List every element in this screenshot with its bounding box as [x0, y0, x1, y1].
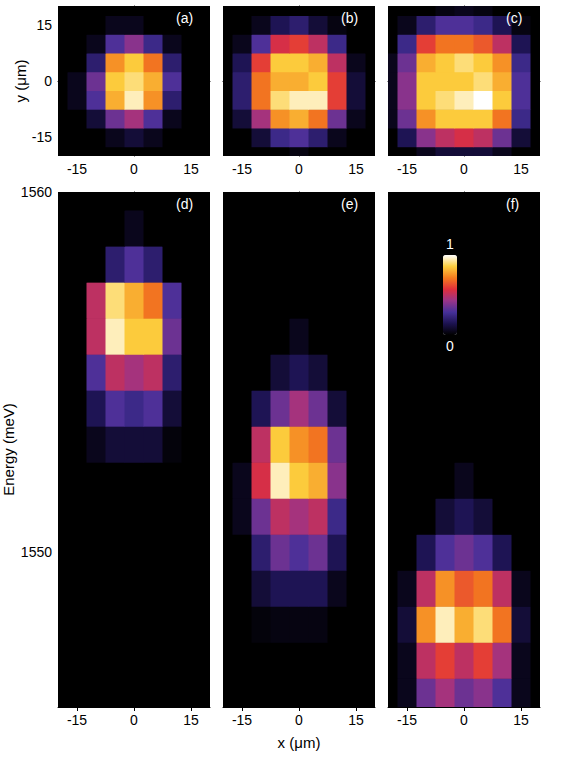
svg-text:15: 15 — [183, 712, 199, 728]
svg-text:1550: 1550 — [21, 544, 52, 560]
svg-text:-15: -15 — [232, 161, 252, 177]
svg-text:(a): (a) — [176, 10, 193, 26]
svg-text:0: 0 — [295, 161, 303, 177]
svg-text:0: 0 — [460, 712, 468, 728]
svg-text:0: 0 — [460, 161, 468, 177]
svg-text:Energy (meV): Energy (meV) — [0, 403, 17, 496]
svg-text:0: 0 — [130, 712, 138, 728]
svg-text:-15: -15 — [67, 161, 87, 177]
svg-text:15: 15 — [183, 161, 199, 177]
svg-text:15: 15 — [36, 17, 52, 33]
svg-text:0: 0 — [446, 338, 454, 354]
svg-text:1560: 1560 — [21, 184, 52, 200]
svg-text:-15: -15 — [232, 712, 252, 728]
svg-text:15: 15 — [348, 161, 364, 177]
svg-text:-15: -15 — [397, 161, 417, 177]
svg-text:15: 15 — [348, 712, 364, 728]
svg-text:0: 0 — [130, 161, 138, 177]
svg-text:15: 15 — [513, 161, 529, 177]
svg-text:(f): (f) — [506, 196, 519, 212]
svg-text:15: 15 — [513, 712, 529, 728]
svg-text:(e): (e) — [341, 196, 358, 212]
svg-text:(c): (c) — [506, 10, 522, 26]
svg-text:(d): (d) — [176, 196, 193, 212]
svg-text:x (μm): x (μm) — [278, 734, 321, 751]
svg-text:0: 0 — [44, 73, 52, 89]
svg-text:-15: -15 — [32, 129, 52, 145]
svg-text:y (μm): y (μm) — [12, 60, 29, 103]
svg-text:(b): (b) — [341, 10, 358, 26]
svg-text:0: 0 — [295, 712, 303, 728]
svg-text:-15: -15 — [67, 712, 87, 728]
svg-text:1: 1 — [446, 236, 454, 252]
svg-text:-15: -15 — [397, 712, 417, 728]
